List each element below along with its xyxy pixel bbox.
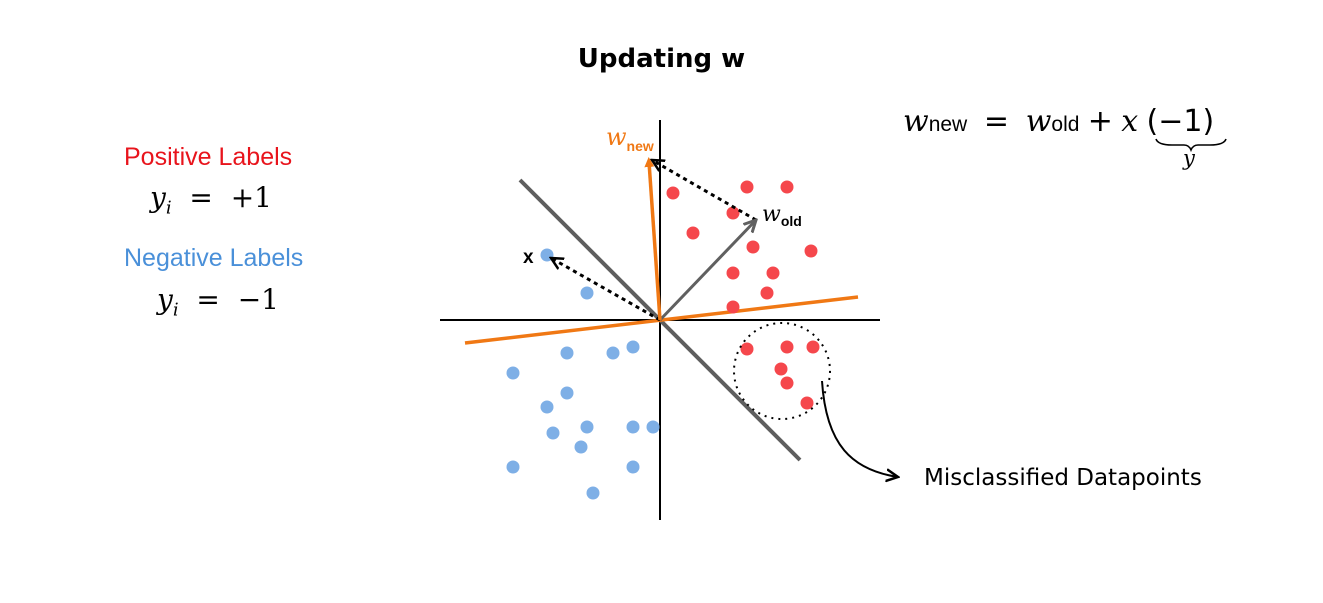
- misclassified-caption: Misclassified Datapoints: [924, 465, 1202, 491]
- formula-factor: (−1): [1146, 104, 1215, 139]
- w-new-vector: [644, 157, 662, 321]
- positive-point: [780, 376, 794, 390]
- eq-var: y: [157, 283, 173, 316]
- w-new-label: wnew: [606, 123, 654, 154]
- negative-point: [606, 346, 620, 360]
- positive-point: [746, 240, 760, 254]
- negative-point: [546, 426, 560, 440]
- eq-value: −1: [237, 283, 279, 316]
- negative-point: [586, 486, 600, 500]
- eq-value: +1: [230, 181, 272, 214]
- positive-point: [666, 186, 680, 200]
- caption-pointer: [821, 380, 898, 477]
- negative-point: [506, 460, 520, 474]
- eq-sub: i: [172, 299, 179, 321]
- x-vector: [551, 258, 661, 322]
- negative-point: [574, 440, 588, 454]
- eq-sub: i: [165, 197, 172, 219]
- positive-point: [726, 266, 740, 280]
- brace-label: y: [1183, 146, 1195, 170]
- eq-sign: =: [189, 181, 213, 214]
- w-old-sub: old: [781, 213, 802, 229]
- negative-label-equation: yi = −1: [157, 283, 279, 321]
- negative-points: [506, 248, 660, 500]
- negative-point: [540, 400, 554, 414]
- negative-point: [560, 346, 574, 360]
- positive-point: [766, 266, 780, 280]
- positive-points: [666, 180, 820, 410]
- positive-point: [806, 340, 820, 354]
- formula-lhs-sub: new: [928, 113, 968, 136]
- w-old-label: wold: [762, 202, 802, 229]
- formula-x: x: [1121, 104, 1139, 139]
- positive-point: [740, 342, 754, 356]
- x-label: x: [523, 247, 534, 268]
- positive-point: [800, 396, 814, 410]
- positive-labels-title: Positive Labels: [124, 143, 293, 171]
- positive-point: [780, 180, 794, 194]
- formula-plus: +: [1087, 104, 1113, 139]
- positive-point: [726, 206, 740, 220]
- w-new-sub: new: [627, 138, 654, 154]
- positive-point: [726, 300, 740, 314]
- negative-point: [646, 420, 660, 434]
- negative-point: [626, 340, 640, 354]
- negative-point: [626, 460, 640, 474]
- negative-point: [580, 420, 594, 434]
- positive-point: [740, 180, 754, 194]
- brace: [1155, 138, 1227, 153]
- negative-point-x: [540, 248, 554, 262]
- eq-var: y: [150, 181, 166, 214]
- diagram-title: Updating w: [577, 44, 746, 74]
- w-old-vector: [658, 220, 756, 322]
- positive-point: [774, 362, 788, 376]
- negative-point: [506, 366, 520, 380]
- positive-point: [760, 286, 774, 300]
- w-new-symbol: w: [606, 123, 627, 151]
- eq-sign: =: [196, 283, 220, 316]
- positive-point: [686, 226, 700, 240]
- positive-point: [804, 244, 818, 258]
- positive-label-equation: yi = +1: [150, 181, 272, 219]
- formula-equals: =: [983, 104, 1010, 139]
- negative-labels-title: Negative Labels: [124, 244, 304, 272]
- negative-point: [580, 286, 594, 300]
- positive-point: [780, 340, 794, 354]
- formula-lhs-symbol: w: [903, 104, 929, 139]
- formula-rhs-symbol: w: [1025, 104, 1052, 139]
- negative-point: [626, 420, 640, 434]
- w-old-symbol: w: [762, 202, 781, 227]
- negative-point: [560, 386, 574, 400]
- update-formula: wnew = wold + x (−1): [903, 104, 1214, 139]
- formula-rhs-sub: old: [1051, 113, 1080, 136]
- misclassified-region: [733, 322, 831, 420]
